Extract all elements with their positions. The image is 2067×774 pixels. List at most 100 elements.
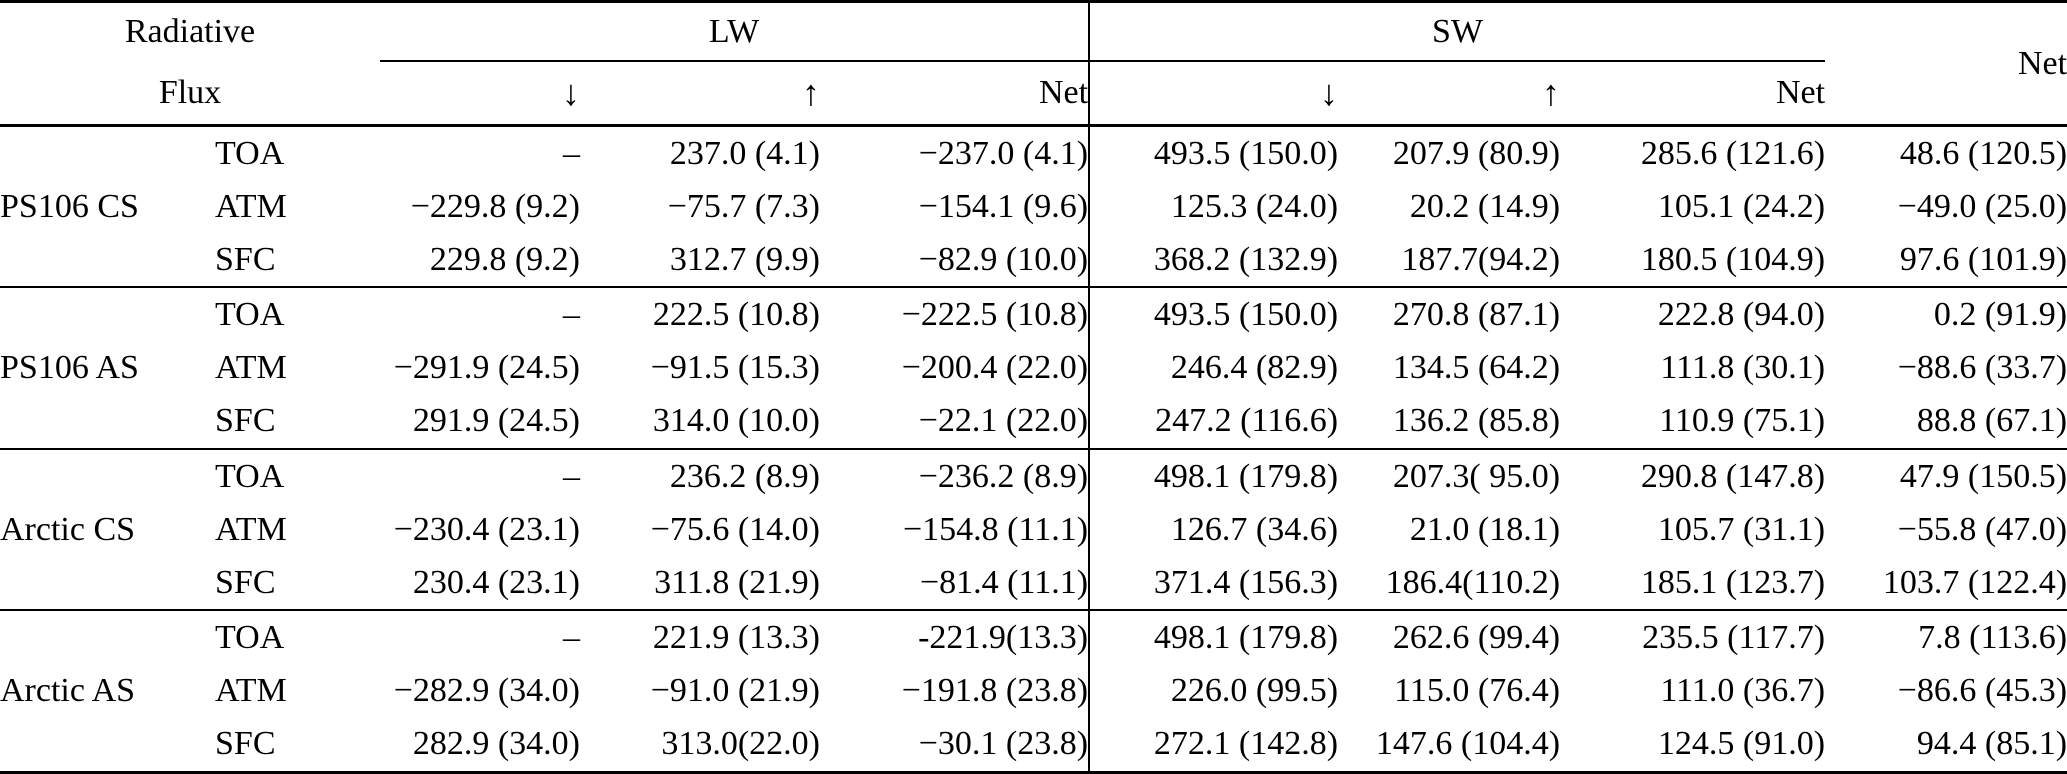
sw-up-cell: 207.9 (80.9) [1338, 124, 1561, 181]
header-net-total: Net [2017, 44, 2067, 82]
lw-up-cell: 221.9 (13.3) [580, 609, 821, 665]
level-cell: TOA [215, 124, 381, 181]
lw-up-cell: 236.2 (8.9) [580, 447, 821, 504]
table-row: SFC 282.9 (34.0) 313.0(22.0) −30.1 (23.8) 27… [0, 717, 2067, 773]
sw-up-cell: 186.4(110.2) [1385, 563, 1561, 601]
lw-net-cell: −154.1 (9.6) [918, 187, 1089, 225]
sw-net-cell: 105.7 (31.1) [1657, 510, 1826, 548]
lw-down-cell: 230.4 (23.1) [412, 563, 581, 601]
table-row: ATM −282.9 (34.0) −91.0 (21.9) −191.8 (23.8… [0, 664, 2067, 718]
lw-down-cell: – [380, 286, 581, 342]
header-lw-net: Net [1038, 74, 1089, 111]
lw-up-cell: −91.0 (21.9) [650, 672, 821, 710]
level-cell: TOA [215, 447, 381, 504]
lw-up-cell: 312.7 (9.9) [669, 240, 821, 278]
sw-down-cell: 493.5 (150.0) [1088, 124, 1339, 181]
lw-net-cell: −154.8 (11.1) [902, 510, 1089, 548]
net-cell: 48.6 (120.5) [1825, 124, 2067, 181]
lw-down-cell: – [380, 609, 581, 665]
sw-down-cell: 368.2 (132.9) [1088, 233, 1339, 288]
net-cell: 0.2 (91.9) [1825, 286, 2067, 342]
sw-net-cell: 110.9 (75.1) [1659, 402, 1826, 440]
lw-up-cell: 314.0 (10.0) [652, 402, 821, 440]
lw-down-cell: −229.8 (9.2) [410, 187, 581, 225]
sw-up-cell: 20.2 (14.9) [1409, 187, 1561, 225]
lw-net-cell: -221.9(13.3) [820, 609, 1090, 665]
header-row-2: Flux ↓ ↑ Net ↓ ↑ Net [0, 61, 2067, 126]
lw-down-cell: – [380, 124, 581, 181]
table-body: PS106 CS TOA –237.0 (4.1) −237.0 (4.1) 493.5… [0, 124, 2067, 773]
lw-net-cell: −82.9 (10.0) [918, 240, 1089, 278]
lw-down-cell: – [380, 447, 581, 504]
lw-net-cell: −22.1 (22.0) [918, 402, 1089, 440]
table-row: ATM −229.8 (9.2) −75.7 (7.3) −154.1 (9.6) 12… [0, 180, 2067, 234]
group-label: PS106 AS [0, 286, 215, 449]
lw-up-cell: −75.6 (14.0) [650, 510, 821, 548]
level-cell: ATM [215, 187, 287, 225]
net-cell: −88.6 (33.7) [1897, 349, 2067, 387]
table-row: SFC 230.4 (23.1) 311.8 (21.9) −81.4 (11.1) 3… [0, 556, 2067, 611]
table-row: SFC 229.8 (9.2) 312.7 (9.9) −82.9 (10.0) 368… [0, 233, 2067, 288]
sw-net-cell: 111.8 (30.1) [1660, 349, 1826, 387]
sw-down-cell: 246.4 (82.9) [1088, 341, 1339, 395]
header-sw-net: Net [1775, 74, 1826, 111]
sw-down-cell: 498.1 (179.8) [1088, 609, 1339, 665]
lw-down-cell: 282.9 (34.0) [412, 725, 581, 763]
header-sw-group: SW [1088, 1, 1826, 62]
level-cell: ATM [215, 349, 287, 387]
level-cell: SFC [215, 402, 276, 440]
sw-down-cell: 493.5 (150.0) [1088, 286, 1339, 342]
sw-net-cell: 222.8 (94.0) [1560, 286, 1826, 342]
sw-up-cell: 115.0 (76.4) [1394, 672, 1561, 710]
table-row: Arctic CS TOA –236.2 (8.9) −236.2 (8.9) 498.… [0, 447, 2067, 611]
table-row: SFC 291.9 (24.5) 314.0 (10.0) −22.1 (22.0) 2… [0, 394, 2067, 449]
sw-up-arrow-icon: ↑ [1542, 73, 1561, 113]
sw-down-cell: 126.7 (34.6) [1088, 503, 1339, 557]
net-cell: −55.8 (47.0) [1897, 510, 2067, 548]
sw-net-cell: 235.5 (117.7) [1560, 609, 1826, 665]
sw-net-cell: 285.6 (121.6) [1560, 124, 1826, 181]
sw-up-cell: 207.3( 95.0) [1338, 447, 1561, 504]
sw-down-arrow-icon: ↓ [1088, 61, 1339, 126]
group-label: PS106 CS [0, 124, 215, 288]
table-row: PS106 AS TOA –222.5 (10.8) −222.5 (10.8) 493… [0, 286, 2067, 449]
sw-down-cell: 125.3 (24.0) [1088, 180, 1339, 234]
lw-net-cell: −222.5 (10.8) [820, 286, 1090, 342]
lw-up-cell: 311.8 (21.9) [654, 563, 821, 601]
lw-up-cell: −75.7 (7.3) [667, 187, 821, 225]
sw-net-cell: 290.8 (147.8) [1560, 447, 1826, 504]
net-cell: 97.6 (101.9) [1899, 240, 2067, 278]
lw-down-cell: 291.9 (24.5) [412, 402, 581, 440]
lw-up-cell: 237.0 (4.1) [580, 124, 821, 181]
level-cell: TOA [215, 286, 381, 342]
sw-net-cell: 111.0 (36.7) [1660, 672, 1826, 710]
header-radiative: Radiative [124, 13, 256, 50]
sw-up-cell: 187.7(94.2) [1401, 240, 1561, 278]
sw-down-cell: 247.2 (116.6) [1088, 394, 1339, 449]
sw-up-cell: 147.6 (104.4) [1375, 725, 1561, 763]
lw-down-cell: −291.9 (24.5) [393, 349, 581, 387]
level-cell: ATM [215, 672, 287, 710]
sw-down-cell: 226.0 (99.5) [1088, 664, 1339, 718]
sw-up-cell: 270.8 (87.1) [1338, 286, 1561, 342]
sw-up-cell: 136.2 (85.8) [1392, 402, 1561, 440]
header-flux: Flux [158, 73, 222, 111]
net-cell: 47.9 (150.5) [1825, 447, 2067, 504]
net-cell: −49.0 (25.0) [1897, 187, 2067, 225]
table-row: PS106 CS TOA –237.0 (4.1) −237.0 (4.1) 493.5… [0, 124, 2067, 288]
sw-net-cell: 180.5 (104.9) [1640, 240, 1826, 278]
lw-up-cell: 222.5 (10.8) [580, 286, 821, 342]
lw-net-cell: −30.1 (23.8) [918, 725, 1089, 763]
lw-net-cell: −236.2 (8.9) [820, 447, 1090, 504]
lw-down-cell: 229.8 (9.2) [429, 240, 581, 278]
sw-up-cell: 21.0 (18.1) [1409, 510, 1561, 548]
group-label: Arctic CS [0, 447, 215, 611]
lw-down-cell: −230.4 (23.1) [393, 510, 581, 548]
lw-down-cell: −282.9 (34.0) [393, 672, 581, 710]
sw-net-cell: 105.1 (24.2) [1657, 187, 1826, 225]
net-cell: 88.8 (67.1) [1916, 402, 2067, 440]
lw-net-cell: −237.0 (4.1) [820, 124, 1090, 181]
level-cell: SFC [215, 563, 276, 601]
